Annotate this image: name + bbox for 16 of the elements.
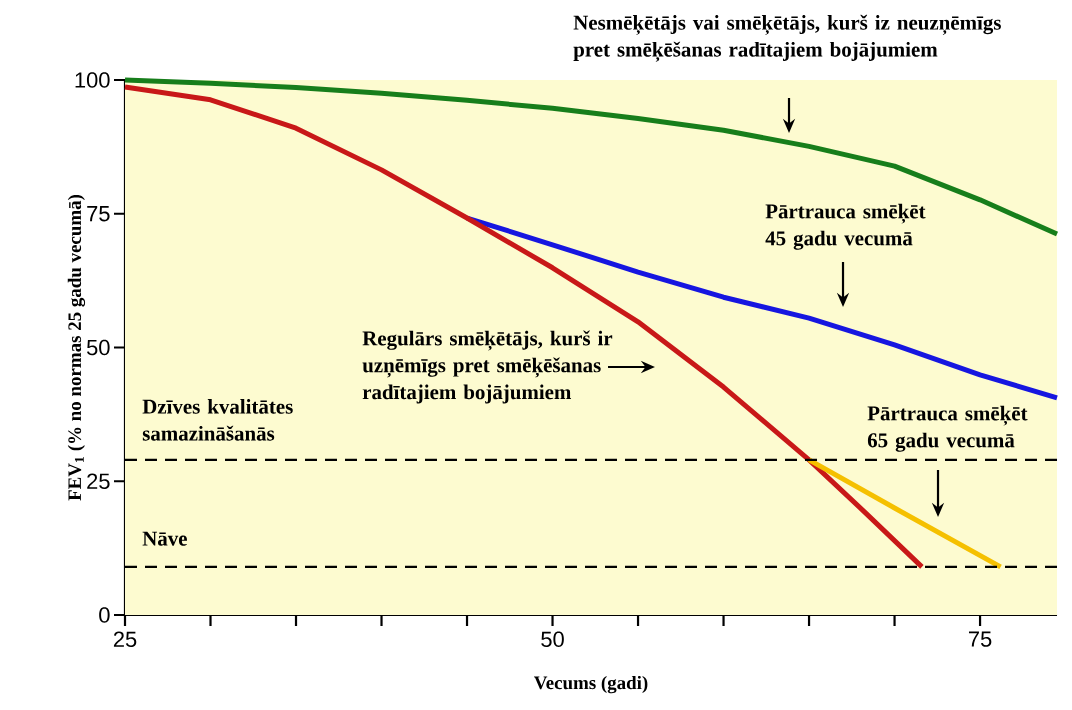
y-tick-label: 50	[86, 339, 110, 356]
y-tick-label: 100	[75, 72, 110, 88]
y-tick-label: 25	[87, 473, 110, 490]
x-tick-label: 75	[968, 631, 992, 647]
y-tick-label: 75	[87, 206, 110, 222]
annotation: Pārtrauca smēķēt 45 gadu vecumā	[765, 203, 926, 250]
x-axis-title: Vecums (gadi)	[534, 675, 648, 694]
x-tick-label: 25	[113, 631, 137, 648]
y-tick-label: 0	[99, 607, 110, 623]
y-axis-title: FEV$_{1}$ (% no normas 25 gadu vecumā)	[67, 194, 86, 501]
text: Nesmēķētājs vai smēķētājs, kurš iz neuzņēmīgs pret smēķēšanas radītajiem bojājumiem	[573, 14, 1001, 62]
annotation: Pārtrauca smēķēt 65 gadu vecumā	[867, 405, 1028, 452]
annotation: Regulārs smēķētājs, kurš ir uzņēmīgs pret smēķēšanas radītajiem bojājumiem	[362, 330, 613, 404]
ref-line-label: Dzīves kvalitātes samazināšanās	[142, 399, 293, 441]
x-tick-label: 50	[541, 631, 564, 648]
ref-line-label: Nāve	[142, 531, 187, 546]
